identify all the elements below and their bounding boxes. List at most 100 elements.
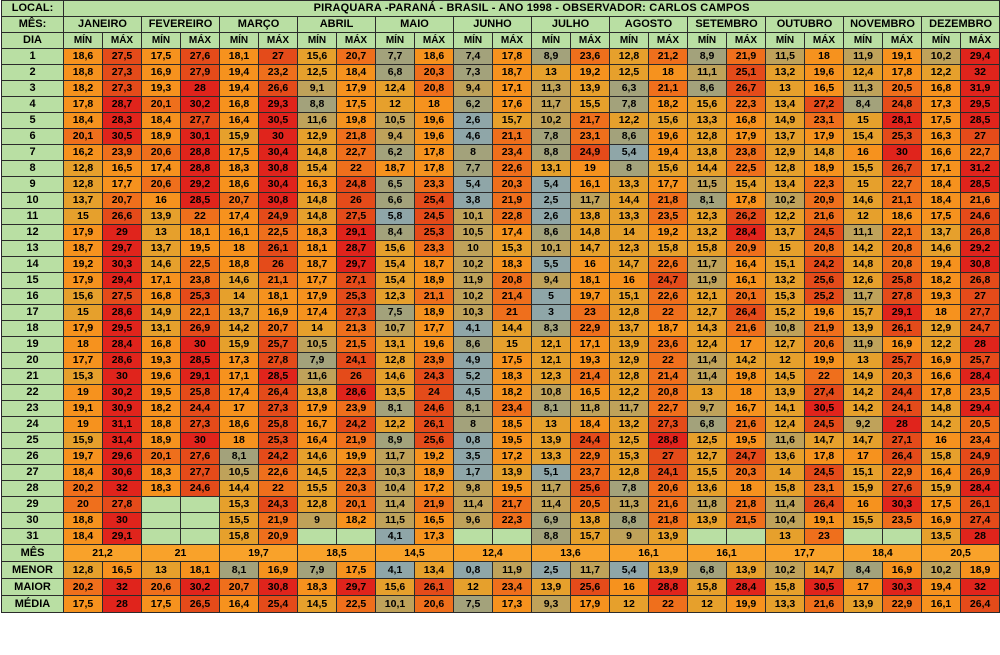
monthly-mean-cell: 14,5 (375, 544, 454, 562)
min-temp-cell: 15,8 (921, 448, 961, 465)
summary-cell: 28,4 (726, 578, 766, 596)
max-temp-cell: 27,1 (882, 432, 922, 449)
summary-cell: 14,5 (297, 595, 337, 613)
min-temp-cell: 14,6 (219, 272, 259, 289)
summary-cell: 8,4 (843, 561, 883, 579)
max-temp-cell: 17,1 (492, 80, 532, 97)
max-temp-cell: 21,6 (726, 416, 766, 433)
min-temp-cell: 18,7 (375, 160, 415, 177)
monthly-mean-cell: 16,1 (609, 544, 688, 562)
min-temp-cell: 10,2 (921, 48, 961, 65)
max-temp-cell: 27 (648, 448, 688, 465)
min-temp-cell: 19,1 (63, 400, 103, 417)
min-temp-cell: 13,3 (609, 208, 649, 225)
summary-cell: 32 (102, 578, 142, 596)
min-temp-cell: 13,1 (375, 336, 415, 353)
max-temp-cell: 22,5 (726, 160, 766, 177)
min-header: MÍN (921, 32, 961, 49)
min-temp-cell: 15,4 (375, 256, 415, 273)
max-temp-cell: 16,8 (726, 112, 766, 129)
max-temp-cell: 24,2 (336, 416, 376, 433)
max-temp-cell (492, 528, 532, 545)
min-temp-cell: 8,4 (843, 96, 883, 113)
min-temp-cell: 11,3 (843, 80, 883, 97)
max-temp-cell: 27,3 (258, 400, 298, 417)
table-row: 25 15,9 31,4 18,9 30 18 25,3 16,4 21,9 8,9 25,6 0,8… (1, 432, 1000, 449)
summary-cell: 4,1 (375, 561, 415, 579)
summary-cell: 26,4 (959, 595, 1000, 613)
min-temp-cell: 12,2 (921, 336, 961, 353)
max-temp-cell: 23,1 (804, 112, 844, 129)
max-temp-cell: 20,7 (336, 48, 376, 65)
day-number: 2 (1, 64, 64, 81)
min-temp-cell: 9,7 (687, 400, 727, 417)
max-temp-cell: 30 (102, 368, 142, 385)
max-temp-cell: 19,9 (336, 448, 376, 465)
max-temp-cell: 19,6 (804, 64, 844, 81)
summary-cell: 30,2 (180, 578, 220, 596)
min-temp-cell: 12,9 (921, 320, 961, 337)
summary-cell: 0,8 (453, 561, 493, 579)
min-temp-cell: 17,9 (63, 224, 103, 241)
min-temp-cell: 14,6 (375, 368, 415, 385)
min-temp-cell: 13,7 (765, 128, 805, 145)
table-row: 20 17,7 28,6 19,3 28,5 17,3 27,8 7,9 24,1 12,8 23,… (1, 352, 1000, 369)
max-temp-cell: 28,6 (102, 304, 142, 321)
min-temp-cell: 13,2 (765, 64, 805, 81)
max-temp-cell: 27,1 (336, 272, 376, 289)
min-temp-cell: 11,6 (765, 432, 805, 449)
max-temp-cell: 30,5 (804, 400, 844, 417)
max-temp-cell: 25,3 (336, 288, 376, 305)
min-temp-cell: 15,5 (843, 512, 883, 529)
min-temp-cell: 2,6 (531, 208, 571, 225)
summary-cell: 28,8 (648, 578, 688, 596)
max-temp-cell: 20,3 (882, 368, 922, 385)
min-temp-cell: 17,8 (63, 96, 103, 113)
min-temp-cell: 13,9 (843, 320, 883, 337)
max-temp-cell: 20,3 (492, 176, 532, 193)
min-temp-cell: 15,8 (765, 480, 805, 497)
min-temp-cell: 10,4 (765, 512, 805, 529)
summary-row: MÉDIA 17,5 28 17,5 26,5 16,4 25,4 14,5 22,5 10,1 2… (1, 595, 1000, 613)
min-temp-cell: 12,8 (687, 128, 727, 145)
max-temp-cell: 25,1 (726, 64, 766, 81)
month-header: OUTUBRO (765, 16, 844, 33)
summary-cell: 13,9 (531, 578, 571, 596)
max-temp-cell: 22 (258, 480, 298, 497)
max-temp-cell: 21,4 (570, 368, 610, 385)
summary-cell: 26,5 (180, 595, 220, 613)
summary-cell: 30,8 (258, 578, 298, 596)
min-temp-cell: 16,2 (63, 144, 103, 161)
max-temp-cell: 22,3 (804, 176, 844, 193)
min-temp-cell: 13,7 (219, 304, 259, 321)
max-temp-cell: 14,7 (804, 432, 844, 449)
min-temp-cell: 17,5 (921, 496, 961, 513)
max-temp-cell: 17,2 (492, 448, 532, 465)
min-temp-cell: 15,5 (297, 480, 337, 497)
monthly-mean-cell: 18,4 (843, 544, 922, 562)
min-temp-cell: 13,4 (765, 176, 805, 193)
max-temp-cell: 20,8 (882, 240, 922, 257)
summary-cell: 17,5 (63, 595, 103, 613)
monthly-mean-cell: 13,6 (531, 544, 610, 562)
max-temp-cell: 24,4 (180, 400, 220, 417)
monthly-mean-cell: 17,7 (765, 544, 844, 562)
max-temp-cell: 17,1 (570, 336, 610, 353)
max-temp-cell: 27,7 (959, 304, 1000, 321)
max-temp-cell: 22,9 (570, 448, 610, 465)
min-temp-cell: 14,6 (921, 240, 961, 257)
min-temp-cell: 16 (141, 192, 181, 209)
max-temp-cell: 19,6 (648, 128, 688, 145)
day-number: 3 (1, 80, 64, 97)
monthly-mean-row: MÊS 21,2 21 19,7 18,5 14,5 12,4 13,6 16,1 16,1 17,… (1, 544, 1000, 562)
table-body: LOCAL: PIRAQUARA -PARANÁ - BRASIL - ANO … (1, 0, 1000, 613)
summary-cell: 20,2 (63, 578, 103, 596)
min-temp-cell: 18,6 (63, 48, 103, 65)
max-temp-cell: 21,9 (492, 192, 532, 209)
day-number: 9 (1, 176, 64, 193)
min-temp-cell: 16,3 (297, 176, 337, 193)
max-temp-cell: 27,5 (102, 288, 142, 305)
min-temp-cell: 13,7 (63, 192, 103, 209)
max-temp-cell: 24,8 (336, 176, 376, 193)
min-header: MÍN (453, 32, 493, 49)
